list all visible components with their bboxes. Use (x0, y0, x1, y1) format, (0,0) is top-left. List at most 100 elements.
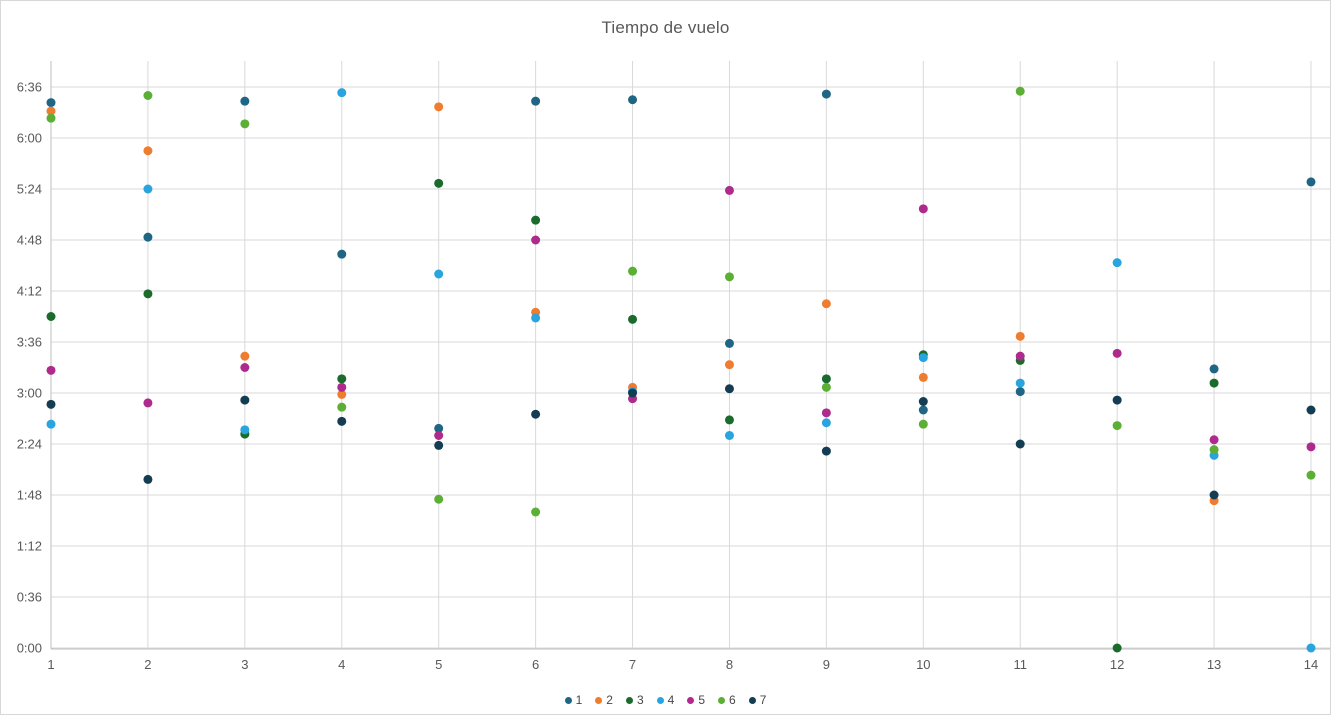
data-point[interactable] (434, 494, 444, 504)
data-point[interactable] (240, 96, 250, 106)
data-point[interactable] (1209, 364, 1219, 374)
data-point[interactable] (531, 96, 541, 106)
data-point[interactable] (531, 235, 541, 245)
data-point[interactable] (240, 363, 250, 372)
data-point[interactable] (240, 395, 250, 405)
data-point[interactable] (918, 372, 928, 382)
data-point[interactable] (434, 102, 444, 112)
data-point[interactable] (628, 314, 638, 324)
data-point[interactable] (724, 384, 734, 394)
data-point[interactable] (434, 431, 444, 440)
data-point[interactable] (1112, 643, 1122, 653)
data-point[interactable] (143, 184, 153, 194)
legend-dot-icon (687, 696, 695, 704)
data-point[interactable] (1306, 470, 1316, 480)
data-point[interactable] (918, 419, 928, 429)
data-point[interactable] (434, 269, 444, 279)
legend-item-7[interactable]: 7 (748, 693, 766, 707)
series-1 (46, 89, 1316, 433)
x-tick-label: 3 (241, 657, 248, 672)
data-point[interactable] (46, 106, 56, 116)
legend-label: 1 (575, 693, 583, 707)
data-point[interactable] (434, 440, 444, 450)
data-point[interactable] (337, 416, 347, 426)
data-point[interactable] (821, 299, 831, 309)
data-point[interactable] (628, 95, 638, 105)
data-point[interactable] (1112, 348, 1122, 358)
data-point[interactable] (1015, 86, 1025, 96)
legend-label: 3 (636, 693, 644, 707)
data-point[interactable] (1015, 439, 1025, 449)
legend-item-1[interactable]: 1 (564, 693, 583, 707)
data-point[interactable] (1209, 490, 1219, 500)
data-point[interactable] (337, 374, 347, 384)
data-point[interactable] (531, 313, 541, 323)
data-point[interactable] (724, 272, 734, 282)
data-point[interactable] (628, 266, 638, 276)
data-point[interactable] (143, 232, 153, 242)
data-point[interactable] (1112, 258, 1122, 268)
data-point[interactable] (821, 408, 831, 418)
data-point[interactable] (918, 397, 928, 406)
data-point[interactable] (1015, 331, 1025, 341)
legend-item-6[interactable]: 6 (718, 693, 736, 707)
data-point[interactable] (724, 415, 734, 425)
data-point[interactable] (143, 146, 153, 156)
data-point[interactable] (1015, 387, 1025, 397)
data-point[interactable] (337, 88, 347, 98)
chart-title[interactable]: Tiempo de vuelo (601, 18, 730, 37)
data-point[interactable] (240, 119, 250, 129)
data-point[interactable] (724, 360, 734, 370)
data-point[interactable] (1112, 395, 1122, 405)
legend: 1 2 3 4 5 6 7 (1, 693, 1330, 707)
data-point[interactable] (46, 312, 56, 321)
data-point[interactable] (724, 185, 734, 195)
data-point[interactable] (1306, 643, 1316, 653)
data-point[interactable] (531, 215, 541, 225)
legend-item-5[interactable]: 5 (687, 693, 705, 707)
data-point[interactable] (1209, 378, 1219, 388)
data-point[interactable] (1209, 445, 1219, 455)
data-point[interactable] (46, 365, 56, 375)
data-point[interactable] (1015, 378, 1025, 388)
legend-item-3[interactable]: 3 (625, 693, 644, 707)
data-point[interactable] (821, 418, 831, 428)
data-point[interactable] (531, 507, 541, 517)
data-point[interactable] (143, 474, 153, 484)
data-point[interactable] (434, 423, 444, 433)
data-point[interactable] (337, 402, 347, 412)
data-point[interactable] (46, 419, 56, 429)
data-point[interactable] (821, 374, 831, 384)
data-point[interactable] (1306, 405, 1316, 415)
data-point[interactable] (531, 409, 541, 419)
data-point[interactable] (918, 204, 928, 214)
data-point[interactable] (46, 98, 56, 108)
data-point[interactable] (143, 91, 153, 100)
data-point[interactable] (1209, 435, 1219, 445)
data-point[interactable] (46, 113, 56, 123)
data-point[interactable] (337, 249, 347, 259)
data-point[interactable] (724, 431, 734, 440)
data-point[interactable] (821, 89, 831, 99)
data-point[interactable] (434, 178, 444, 188)
data-point[interactable] (918, 405, 928, 415)
data-point[interactable] (628, 388, 638, 398)
data-point[interactable] (821, 382, 831, 392)
data-point[interactable] (337, 382, 347, 392)
data-point[interactable] (143, 398, 153, 408)
data-point[interactable] (337, 389, 347, 399)
data-point[interactable] (1015, 351, 1025, 361)
data-point[interactable] (1112, 421, 1122, 431)
legend-dot-icon (564, 696, 572, 704)
data-point[interactable] (1306, 442, 1316, 452)
data-point[interactable] (724, 338, 734, 348)
data-point[interactable] (821, 446, 831, 456)
data-point[interactable] (1306, 177, 1316, 187)
data-point[interactable] (240, 351, 250, 361)
data-point[interactable] (240, 425, 250, 435)
data-point[interactable] (918, 353, 928, 363)
legend-item-2[interactable]: 2 (595, 693, 613, 707)
data-point[interactable] (46, 399, 56, 409)
data-point[interactable] (143, 289, 153, 299)
legend-item-4[interactable]: 4 (656, 693, 674, 707)
